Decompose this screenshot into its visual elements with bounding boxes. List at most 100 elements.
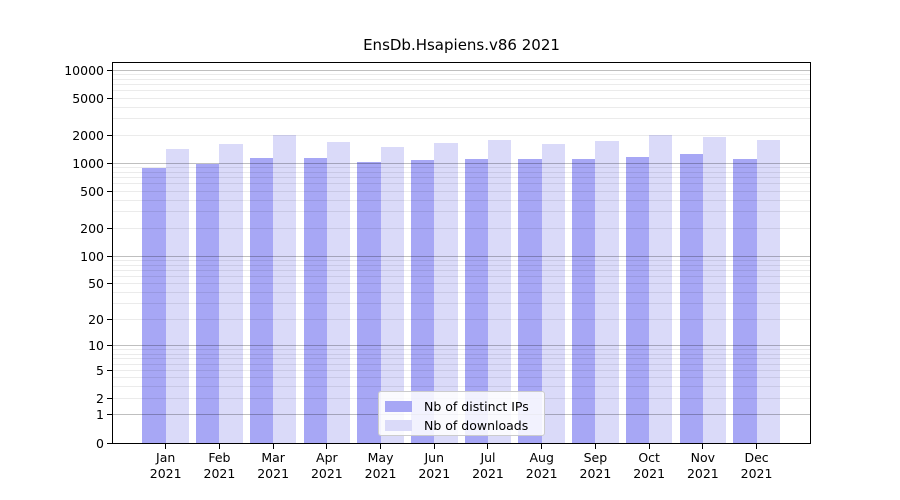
gridline-minor-7000 (113, 83, 810, 85)
x-tick-label-feb: Feb 2021 (187, 450, 251, 482)
gridline-minor-3000 (113, 118, 810, 120)
x-tick-year: 2021 (310, 466, 343, 481)
gridline-minor-500 (113, 190, 810, 192)
x-tick-year: 2021 (686, 466, 719, 481)
gridline-major-1000 (113, 162, 810, 164)
bar-distinct-ips-oct (625, 157, 650, 443)
gridline-minor-2000 (113, 134, 810, 136)
legend-label-downloads: Nb of downloads (424, 417, 529, 433)
x-tick-month: Apr (316, 450, 338, 465)
bar-downloads-jan (165, 149, 189, 443)
gridline-minor-4000 (113, 106, 810, 108)
bar-downloads-may (380, 146, 404, 443)
gridline-minor-7 (113, 358, 810, 360)
legend-row-downloads: Nb of downloads (385, 416, 544, 434)
x-tick-label-apr: Apr 2021 (295, 450, 359, 482)
x-tick-month: Oct (638, 450, 660, 465)
gridline-major-10 (113, 345, 810, 347)
x-tick-label-nov: Nov 2021 (671, 450, 735, 482)
x-tick-year: 2021 (579, 466, 612, 481)
y-tick-20 (107, 319, 112, 321)
gridline-minor-4 (113, 377, 810, 379)
gridline-minor-70 (113, 269, 810, 271)
gridline-minor-50 (113, 283, 810, 285)
gridline-minor-400 (113, 199, 810, 201)
x-tick-label-may: May 2021 (349, 450, 413, 482)
legend-swatch-distinct-ips (385, 400, 412, 412)
y-tick-label-1: 1 (96, 407, 104, 423)
bars-layer (113, 63, 810, 443)
y-tick-label-5000: 5000 (72, 90, 104, 106)
x-tick-month: Feb (208, 450, 231, 465)
bar-downloads-apr (326, 141, 351, 443)
bar-downloads-jun (434, 143, 458, 443)
gridline-major-10000 (113, 69, 810, 71)
x-tick-month: Aug (529, 450, 554, 465)
bar-downloads-nov (702, 137, 727, 443)
x-tick-month: Jan (156, 450, 176, 465)
x-tick-month: Nov (690, 450, 716, 465)
gridline-minor-600 (113, 183, 810, 185)
gridline-major-100 (113, 255, 810, 257)
x-tick-label-jul: Jul 2021 (456, 450, 520, 482)
x-tick-may (380, 444, 382, 449)
plot-inner (113, 63, 810, 443)
x-tick-apr (326, 444, 328, 449)
x-tick-mar (272, 444, 274, 449)
y-tick-label-20: 20 (88, 312, 104, 328)
x-tick-label-jun: Jun 2021 (402, 450, 466, 482)
bar-downloads-sep (595, 140, 619, 443)
gridline-minor-60 (113, 276, 810, 278)
y-tick-label-1000: 1000 (72, 155, 104, 171)
bar-downloads-aug (541, 143, 565, 443)
gridline-minor-700 (113, 177, 810, 179)
y-tick-10000 (107, 69, 112, 71)
gridline-minor-800 (113, 171, 810, 173)
gridline-minor-80 (113, 264, 810, 266)
plot-area (112, 62, 811, 444)
bar-distinct-ips-jan (142, 167, 166, 443)
y-tick-2000 (107, 134, 112, 136)
bar-distinct-ips-sep (572, 158, 596, 443)
x-tick-jun (433, 444, 435, 449)
x-tick-month: Mar (261, 450, 285, 465)
gridline-minor-5 (113, 369, 810, 371)
x-tick-oct (648, 444, 650, 449)
legend-row-distinct-ips: Nb of distinct IPs (385, 397, 544, 415)
y-tick-label-0: 0 (96, 435, 104, 451)
gridline-minor-900 (113, 166, 810, 168)
gridline-minor-300 (113, 211, 810, 213)
x-tick-jan (165, 444, 167, 449)
x-tick-feb (218, 444, 220, 449)
y-tick-label-200: 200 (80, 220, 104, 236)
y-tick-label-500: 500 (80, 183, 104, 199)
y-tick-label-5: 5 (96, 362, 104, 378)
x-tick-year: 2021 (418, 466, 451, 481)
y-tick-label-2000: 2000 (72, 127, 104, 143)
gridline-minor-8000 (113, 78, 810, 80)
y-tick-label-50: 50 (88, 276, 104, 292)
bar-distinct-ips-dec (733, 158, 757, 443)
x-tick-aug (541, 444, 543, 449)
gridline-minor-6000 (113, 90, 810, 92)
bar-distinct-ips-mar (249, 157, 274, 443)
bar-distinct-ips-jul (464, 159, 488, 443)
x-tick-year: 2021 (740, 466, 773, 481)
x-tick-label-sep: Sep 2021 (563, 450, 627, 482)
y-tick-2 (107, 398, 112, 399)
x-tick-year: 2021 (257, 466, 290, 481)
bar-downloads-feb (219, 144, 243, 443)
x-tick-month: May (367, 450, 394, 465)
y-tick-label-2: 2 (96, 391, 104, 406)
gridline-minor-200 (113, 227, 810, 229)
x-tick-year: 2021 (472, 466, 504, 481)
legend-label-distinct-ips: Nb of distinct IPs (424, 398, 529, 414)
bar-distinct-ips-nov (679, 154, 703, 443)
x-tick-sep (594, 444, 596, 449)
x-tick-month: Dec (744, 450, 769, 465)
y-tick-label-10: 10 (88, 338, 104, 354)
gridline-minor-8 (113, 353, 810, 355)
y-tick-5000 (107, 97, 112, 99)
legend: Nb of distinct IPs Nb of downloads (378, 391, 545, 436)
bar-downloads-mar (273, 134, 297, 443)
